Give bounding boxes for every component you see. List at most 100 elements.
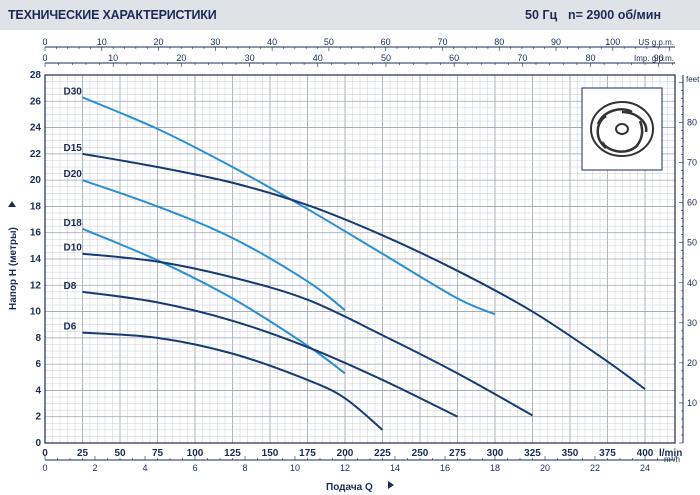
feet-tick-label: 30 xyxy=(687,318,697,328)
y-tick-label: 20 xyxy=(30,175,42,186)
y-axis-title: Напор H (метры) xyxy=(8,227,19,310)
top-axis-tick-label: 70 xyxy=(437,37,447,47)
m3h-tick-label: 12 xyxy=(340,463,350,473)
feet-tick-label: 40 xyxy=(687,278,697,288)
frequency-label: 50 Гц xyxy=(525,8,558,22)
y-tick-label: 12 xyxy=(30,280,42,291)
m3h-tick-label: 8 xyxy=(242,463,247,473)
curve-label-d20: D20 xyxy=(64,169,83,180)
curve-label-d30: D30 xyxy=(64,86,83,97)
y-tick-label: 0 xyxy=(35,438,41,449)
feet-tick-label: 60 xyxy=(687,198,697,208)
curve-d20 xyxy=(82,179,346,312)
header-bar: ТЕХНИЧЕСКИЕ ХАРАКТЕРИСТИКИ 50 Гц n= 2900… xyxy=(0,0,700,30)
m3h-tick-label: 22 xyxy=(590,463,600,473)
x-tick-label: 125 xyxy=(224,448,241,459)
y-tick-label: 8 xyxy=(35,333,41,344)
feet-tick-label: 10 xyxy=(687,398,697,408)
y-tick-label: 14 xyxy=(30,254,42,265)
x-tick-label: 175 xyxy=(299,448,316,459)
m3h-tick-label: 18 xyxy=(490,463,500,473)
top-axis-unit-label: US g.p.m. xyxy=(638,38,674,47)
top-axis-tick-label: 90 xyxy=(551,37,561,47)
curve-d18 xyxy=(82,227,346,375)
x-tick-label: 400 xyxy=(637,448,654,459)
m3h-tick-label: 20 xyxy=(540,463,550,473)
x-unit-label: l/min xyxy=(659,448,682,459)
top-axis-unit-label: Imp. g.p.m. xyxy=(634,54,674,63)
feet-tick-label: 70 xyxy=(687,158,697,168)
top-axis-tick-label: 40 xyxy=(313,53,323,63)
y-axis-arrow-icon xyxy=(8,201,16,207)
feet-unit-label: feet xyxy=(686,75,700,84)
m3h-tick-label: 6 xyxy=(192,463,197,473)
top-axis-tick-label: 0 xyxy=(42,53,47,63)
y-tick-label: 10 xyxy=(30,307,42,318)
x-tick-label: 150 xyxy=(262,448,279,459)
y-tick-label: 4 xyxy=(35,385,41,396)
top-axis-tick-label: 50 xyxy=(381,53,391,63)
y-tick-label: 18 xyxy=(30,201,42,212)
top-axis-tick-label: 30 xyxy=(245,53,255,63)
x-tick-label: 325 xyxy=(524,448,541,459)
plot-border xyxy=(44,74,676,444)
y-tick-label: 6 xyxy=(35,359,41,370)
top-axis-tick-label: 30 xyxy=(210,37,220,47)
m3h-unit-label: m³/h xyxy=(664,455,680,464)
top-axis-tick-label: 100 xyxy=(605,37,620,47)
top-axis-tick-label: 90 xyxy=(654,53,664,63)
feet-tick-label: 20 xyxy=(687,358,697,368)
top-axis-tick-label: 20 xyxy=(176,53,186,63)
y-tick-label: 2 xyxy=(35,412,41,423)
x-tick-label: 0 xyxy=(42,448,48,459)
x-tick-label: 25 xyxy=(77,448,89,459)
x-tick-label: 275 xyxy=(449,448,466,459)
x-tick-label: 75 xyxy=(152,448,164,459)
top-axis-tick-label: 80 xyxy=(586,53,596,63)
m3h-tick-label: 4 xyxy=(142,463,147,473)
top-axis-tick-label: 0 xyxy=(42,37,47,47)
top-axis-tick-label: 70 xyxy=(517,53,527,63)
chart-title: ТЕХНИЧЕСКИЕ ХАРАКТЕРИСТИКИ xyxy=(8,8,217,22)
m3h-tick-label: 14 xyxy=(390,463,400,473)
top-axis-tick-label: 80 xyxy=(494,37,504,47)
top-axis-tick-label: 10 xyxy=(108,53,118,63)
curve-d15 xyxy=(82,152,646,390)
y-tick-label: 22 xyxy=(30,149,42,160)
top-axis-tick-label: 60 xyxy=(449,53,459,63)
feet-tick-label: 50 xyxy=(687,238,697,248)
x-tick-label: 50 xyxy=(114,448,126,459)
curve-d8 xyxy=(82,290,458,418)
curve-d10 xyxy=(82,252,533,417)
top-axis-tick-label: 10 xyxy=(97,37,107,47)
y-tick-label: 16 xyxy=(30,228,42,239)
m3h-tick-label: 10 xyxy=(290,463,300,473)
m3h-tick-label: 2 xyxy=(92,463,97,473)
x-tick-label: 100 xyxy=(187,448,204,459)
x-axis-arrow-icon xyxy=(388,481,394,489)
top-axis-tick-label: 20 xyxy=(154,37,164,47)
top-axis-tick-label: 50 xyxy=(324,37,334,47)
curve-d30 xyxy=(82,96,496,316)
y-tick-label: 26 xyxy=(30,96,42,107)
impeller-image xyxy=(581,87,663,171)
curve-label-d10: D10 xyxy=(64,243,83,254)
speed-label: n= 2900 об/мин xyxy=(568,8,661,22)
x-axis-title: Подача Q xyxy=(326,482,373,493)
curve-label-d6: D6 xyxy=(64,322,77,333)
curves: D30 D15 D20 D18 D10 D8 D6 xyxy=(64,86,646,431)
feet-tick-label: 80 xyxy=(687,118,697,128)
grid xyxy=(44,74,676,444)
curve-label-d15: D15 xyxy=(64,143,83,154)
x-tick-label: 300 xyxy=(487,448,504,459)
m3h-tick-label: 0 xyxy=(42,463,47,473)
x-tick-label: 200 xyxy=(337,448,354,459)
x-tick-label: 250 xyxy=(412,448,429,459)
x-tick-label: 350 xyxy=(562,448,579,459)
y-tick-label: 24 xyxy=(30,123,42,134)
curve-label-d18: D18 xyxy=(64,218,83,229)
y-tick-label: 28 xyxy=(30,70,42,81)
top-axis-tick-label: 40 xyxy=(267,37,277,47)
